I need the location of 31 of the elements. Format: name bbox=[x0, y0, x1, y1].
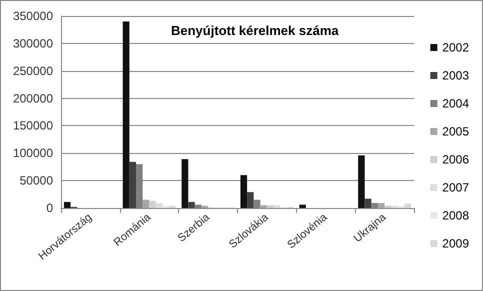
y-tick-label: 50000 bbox=[20, 174, 54, 188]
legend-label: 2003 bbox=[442, 68, 470, 82]
y-tick-label: 150000 bbox=[12, 118, 54, 133]
legend-label: 2002 bbox=[442, 40, 470, 54]
bar bbox=[142, 200, 150, 208]
y-tick-label: 100000 bbox=[12, 146, 54, 160]
bar bbox=[364, 198, 372, 208]
y-tick-label: 250000 bbox=[12, 64, 54, 78]
legend-label: 2007 bbox=[442, 180, 470, 194]
bar bbox=[122, 21, 130, 208]
bar bbox=[149, 200, 156, 208]
bar bbox=[182, 159, 188, 208]
y-tick-label: 300000 bbox=[12, 36, 54, 50]
bar bbox=[129, 162, 136, 208]
legend-label: 2004 bbox=[442, 96, 470, 110]
bar bbox=[378, 203, 385, 208]
y-tick-label: 200000 bbox=[12, 91, 54, 106]
y-tick-label: 0 bbox=[46, 201, 54, 215]
bar bbox=[247, 192, 254, 208]
y-tick-label: 350000 bbox=[12, 9, 54, 23]
bar bbox=[64, 202, 71, 208]
legend-label: 2006 bbox=[442, 152, 470, 166]
text: Benyújtott kérelmek száma bbox=[171, 23, 340, 38]
legend-label: 2009 bbox=[442, 236, 470, 250]
legend-label: 2008 bbox=[442, 208, 470, 222]
bar bbox=[188, 202, 195, 208]
bar bbox=[299, 204, 306, 208]
legend-label: 2005 bbox=[442, 124, 470, 138]
bar bbox=[358, 155, 365, 208]
bar bbox=[404, 204, 412, 208]
bar bbox=[240, 175, 248, 208]
